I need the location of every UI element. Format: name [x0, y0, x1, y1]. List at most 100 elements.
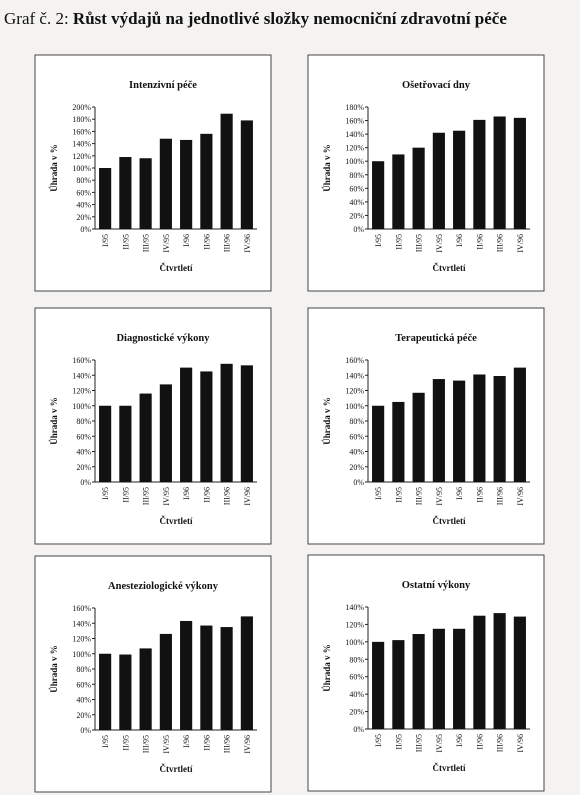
bar — [412, 634, 425, 729]
y-tick-label: 40% — [76, 696, 91, 705]
y-tick-label: 80% — [349, 417, 364, 426]
bar — [119, 405, 132, 482]
y-tick-label: 140% — [345, 371, 364, 380]
bar — [200, 371, 213, 482]
x-tick-label: III/96 — [496, 234, 505, 252]
bar — [99, 405, 112, 482]
chart-panel: Intenzivní péče 0% 20% 40% 60% 80% 100% 120% 140… — [34, 54, 272, 292]
x-tick-label: I/95 — [374, 234, 383, 247]
y-tick-label: 0% — [80, 726, 91, 735]
y-tick-label: 160% — [72, 127, 91, 136]
bar — [513, 616, 526, 729]
bar — [372, 405, 385, 482]
x-axis-label: Čtvrtletí — [160, 764, 193, 774]
y-tick-label: 160% — [345, 356, 364, 365]
y-tick-label: 140% — [72, 140, 91, 149]
x-tick-label: II/96 — [202, 487, 211, 503]
x-tick-label: IV/95 — [162, 487, 171, 506]
bar — [432, 628, 445, 729]
y-tick-label: 120% — [345, 387, 364, 396]
y-tick-label: 120% — [72, 635, 91, 644]
bar — [513, 117, 526, 229]
y-tick-label: 20% — [349, 211, 364, 220]
bar — [180, 139, 193, 229]
chart-title: Ostatní výkony — [402, 580, 471, 591]
x-tick-label: III/96 — [223, 487, 232, 505]
x-tick-label: II/96 — [475, 734, 484, 750]
x-tick-label: II/95 — [394, 734, 403, 750]
y-tick-label: 0% — [353, 225, 364, 234]
y-axis-label: Úhrada v % — [49, 645, 59, 693]
chart-title: Anesteziologické výkony — [108, 581, 219, 592]
x-tick-label: III/96 — [496, 734, 505, 752]
bar — [392, 154, 405, 229]
y-tick-label: 60% — [349, 673, 364, 682]
x-tick-label: I/96 — [182, 234, 191, 247]
bar — [159, 633, 172, 730]
x-tick-label: III/95 — [415, 487, 424, 505]
heading-title: Růst výdajů na jednotlivé složky nemocni… — [73, 9, 507, 28]
x-tick-label: I/96 — [455, 234, 464, 247]
x-tick-label: II/95 — [121, 487, 130, 503]
y-tick-label: 80% — [76, 176, 91, 185]
bar — [432, 379, 445, 482]
bar — [99, 168, 112, 229]
bar — [493, 376, 506, 482]
y-tick-label: 80% — [76, 665, 91, 674]
y-tick-label: 60% — [349, 184, 364, 193]
bar — [432, 132, 445, 229]
x-tick-label: I/96 — [455, 734, 464, 747]
bar — [119, 654, 132, 730]
bar — [220, 113, 233, 229]
chart-title: Terapeutická péče — [395, 333, 477, 344]
y-tick-label: 60% — [76, 188, 91, 197]
x-tick-label: II/95 — [121, 234, 130, 250]
y-tick-label: 80% — [76, 417, 91, 426]
y-tick-label: 0% — [80, 478, 91, 487]
x-tick-label: III/96 — [496, 487, 505, 505]
bar — [412, 392, 425, 482]
y-tick-label: 60% — [349, 432, 364, 441]
bar — [159, 138, 172, 229]
y-tick-label: 40% — [349, 690, 364, 699]
y-axis-label: Úhrada v % — [49, 144, 59, 192]
bar — [493, 613, 506, 729]
x-axis-label: Čtvrtletí — [433, 263, 466, 273]
bar — [493, 116, 506, 229]
x-tick-label: II/95 — [394, 487, 403, 503]
bar — [180, 367, 193, 482]
chart-panel: Terapeutická péče 0% 20% 40% 60% 80% 100% 120% 1… — [307, 307, 545, 545]
bar — [372, 161, 385, 229]
y-tick-label: 80% — [349, 171, 364, 180]
x-tick-label: III/95 — [142, 234, 151, 252]
y-tick-label: 100% — [345, 157, 364, 166]
y-tick-label: 100% — [72, 650, 91, 659]
x-tick-label: I/95 — [374, 734, 383, 747]
bar — [453, 130, 466, 229]
x-tick-label: II/95 — [394, 234, 403, 250]
y-tick-label: 60% — [76, 680, 91, 689]
y-tick-label: 200% — [72, 103, 91, 112]
bar — [372, 641, 385, 729]
y-tick-label: 140% — [72, 619, 91, 628]
bar — [119, 157, 132, 229]
y-axis-label: Úhrada v % — [322, 144, 332, 192]
x-tick-label: II/96 — [475, 487, 484, 503]
x-tick-label: IV/95 — [435, 234, 444, 253]
bar — [240, 616, 253, 730]
x-tick-label: III/95 — [415, 734, 424, 752]
y-tick-label: 0% — [80, 225, 91, 234]
x-tick-label: III/95 — [142, 487, 151, 505]
bar — [220, 363, 233, 482]
y-tick-label: 0% — [353, 478, 364, 487]
y-tick-label: 20% — [76, 213, 91, 222]
x-tick-label: IV/96 — [243, 735, 252, 754]
x-tick-label: II/96 — [475, 234, 484, 250]
x-tick-label: IV/95 — [435, 734, 444, 753]
y-tick-label: 20% — [349, 708, 364, 717]
x-axis-label: Čtvrtletí — [160, 516, 193, 526]
bar — [473, 119, 486, 229]
chart-title: Diagnostické výkony — [116, 333, 210, 344]
y-tick-label: 180% — [345, 103, 364, 112]
